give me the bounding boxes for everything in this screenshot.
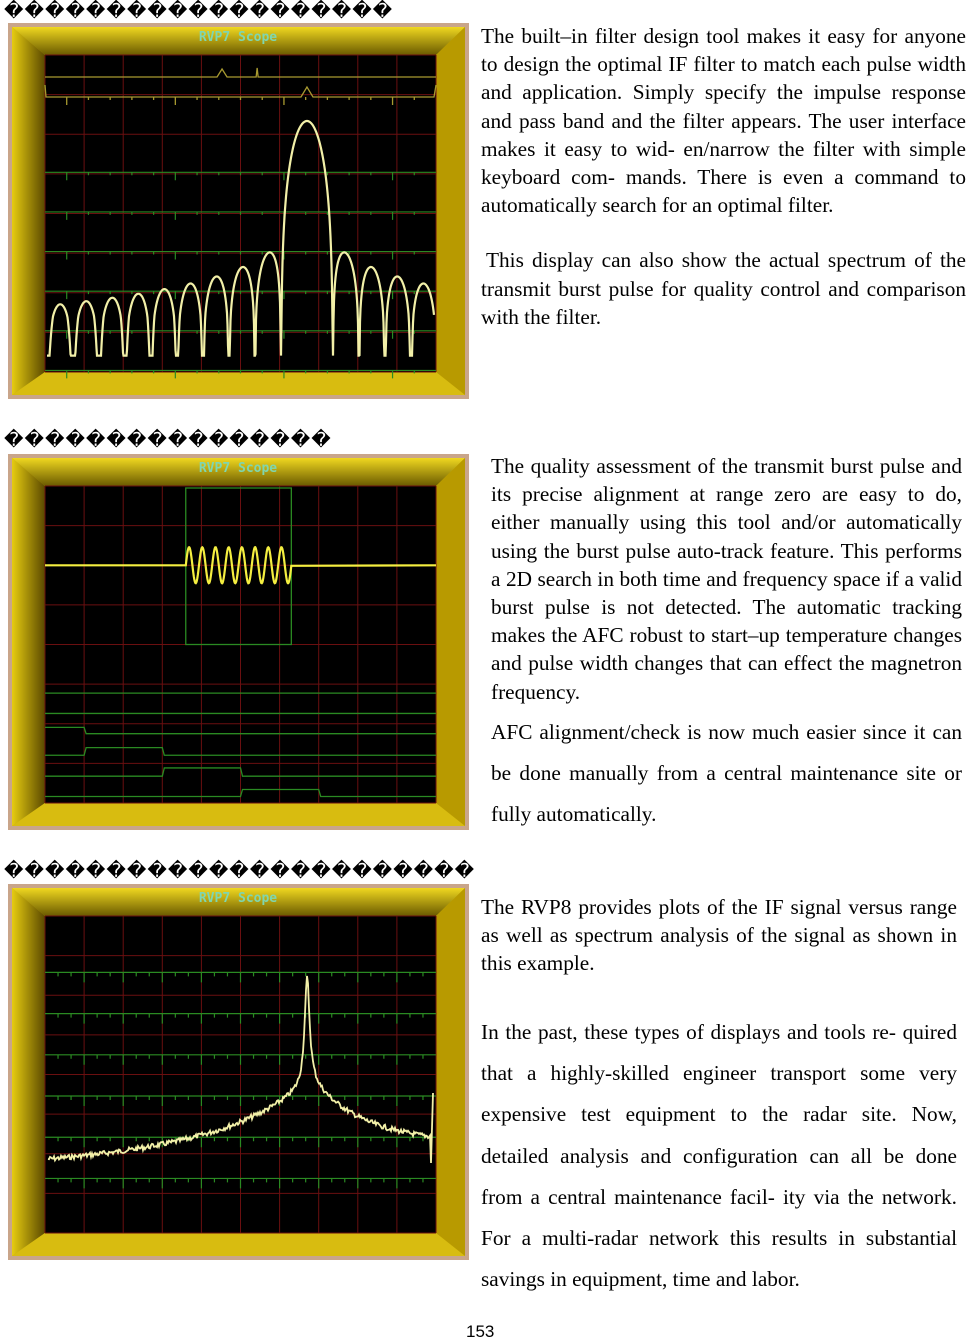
burst-pulse-trace [45,545,437,585]
paragraph: The built–in filter design tool makes it… [481,24,966,218]
section-heading-1: ������������������� [4,0,394,22]
frame-bevel-top [12,458,465,486]
reference-trace [45,1177,436,1189]
scope-title: RVP7 Scope [199,30,277,45]
page-number: 153 [466,1322,495,1341]
paragraph: AFC alignment/check is now much easier s… [491,719,962,827]
frame-bevel-left [12,458,45,826]
scope-image-burst-pulse: RVP7 Scope [8,454,469,830]
reference-trace [45,1095,436,1107]
scope-image-filter-spectrum: RVP7 Scope [8,23,469,399]
section-heading-3: ����������������������� [4,860,476,882]
timing-trace [45,726,436,735]
frame-bevel-top [12,27,465,55]
frame-bevel-bottom [12,1233,465,1256]
reference-trace [45,1054,436,1065]
reference-trace [45,290,436,300]
section-text-3: The RVP8 provides plots of the IF signal… [481,893,957,1301]
timing-trace [45,788,436,798]
scope-title: RVP7 Scope [199,891,277,906]
timing-trace [45,767,436,777]
frame-bevel-left [12,27,45,395]
paragraph: The RVP8 provides plots of the IF signal… [481,895,957,976]
reference-trace [45,971,436,983]
reference-trace [45,171,436,181]
section-text-1: The built–in filter design tool makes it… [481,22,966,331]
passband-trace [44,84,437,105]
section-heading-2: ���������������� [4,429,332,451]
scope-image-if-spectrum: RVP7 Scope [8,884,469,1260]
filter-marker-trace [45,67,436,78]
paragraph: The quality assessment of the transmit b… [491,454,962,704]
reference-trace [45,1136,436,1148]
filter-response-trace [47,119,436,357]
timing-trace [45,747,436,756]
scope-title: RVP7 Scope [199,461,277,476]
frame-bevel-bottom [12,803,465,826]
paragraph: In the past, these types of displays and… [481,1019,957,1292]
frame-bevel-bottom [12,372,465,395]
spectrum-trace [47,975,434,1164]
frame-bevel-right [436,458,465,826]
frame-bevel-right [436,888,465,1256]
paragraph: This display can also show the actual sp… [481,248,966,329]
frame-bevel-left [12,888,45,1256]
reference-trace [45,369,436,379]
reference-trace [45,211,436,220]
section-text-2: The quality assessment of the transmit b… [491,452,962,836]
frame-bevel-right [436,27,465,395]
frame-bevel-top [12,888,465,916]
reference-trace [45,250,436,260]
